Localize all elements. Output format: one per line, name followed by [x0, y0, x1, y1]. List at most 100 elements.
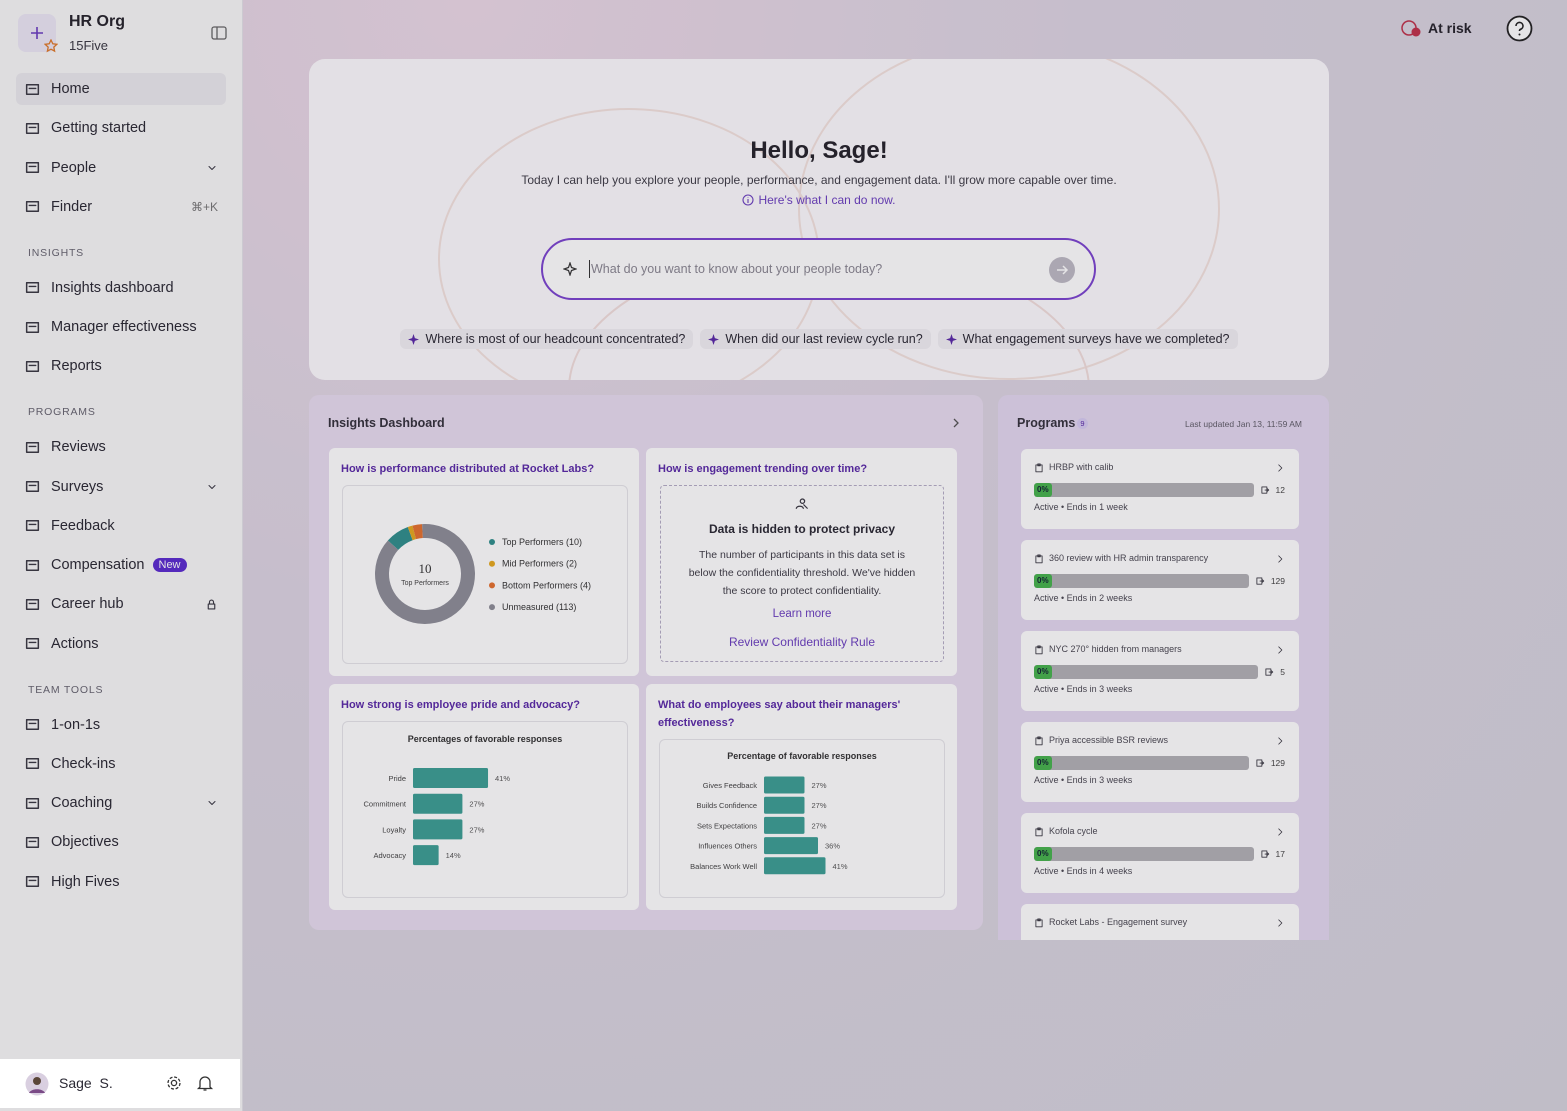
- nav-item[interactable]: Finder ⌘+K: [16, 191, 226, 223]
- open-dashboard[interactable]: [950, 417, 962, 429]
- progress-label: 0%: [1034, 665, 1052, 679]
- settings-button[interactable]: [165, 1074, 183, 1092]
- nav-item[interactable]: Manager effectiveness: [16, 311, 226, 343]
- nav-label: Manager effectiveness: [51, 319, 197, 336]
- nav-label: 1-on-1s: [51, 716, 101, 733]
- nav-item[interactable]: 1-on-1s: [16, 709, 226, 741]
- user-menu[interactable]: Sage S.: [0, 1059, 240, 1108]
- program-card[interactable]: HRBP with calib 0% 12 Active • Ends in 1 we…: [1021, 449, 1299, 529]
- participants-icon: [1265, 668, 1274, 676]
- nav-item[interactable]: Compensation New: [16, 549, 226, 581]
- value-label: 27%: [812, 821, 827, 830]
- last-updated: Last updated Jan 13, 11:59 AM: [1184, 419, 1302, 429]
- program-card[interactable]: Rocket Labs - Engagement survey: [1021, 904, 1299, 940]
- donut-segment: [412, 524, 423, 540]
- program-card[interactable]: Kofola cycle 0% 17 Active • Ends in 4 weeks: [1021, 813, 1299, 893]
- progress-label: 0%: [1034, 847, 1052, 861]
- program-name: Kofola cycle: [1049, 826, 1098, 836]
- icon-shape: [208, 484, 216, 489]
- icon-shape: [25, 360, 40, 372]
- icon-shape: [25, 481, 40, 493]
- nav-item[interactable]: Actions: [16, 628, 226, 660]
- progress-row: 0% 129: [1034, 756, 1285, 770]
- nav-item[interactable]: Reports: [16, 350, 226, 382]
- nav-item[interactable]: Reviews: [16, 431, 226, 463]
- icon-shape: [1278, 555, 1283, 563]
- nav-item[interactable]: Career hub: [16, 588, 226, 620]
- bar: [764, 857, 826, 875]
- category-label: Builds Confidence: [697, 801, 757, 810]
- send-button[interactable]: [1048, 256, 1076, 284]
- program-card[interactable]: NYC 270° hidden from managers 0% 5 Active •…: [1021, 631, 1299, 711]
- nav-item[interactable]: Getting started: [16, 112, 226, 144]
- notifications-button[interactable]: [196, 1074, 214, 1092]
- card-question[interactable]: How is performance distributed at Rocket…: [341, 463, 595, 475]
- nav-item[interactable]: People: [16, 152, 226, 184]
- bar: [764, 837, 818, 855]
- legend-label: Top Performers (10): [502, 537, 582, 547]
- help-button[interactable]: [1506, 15, 1533, 42]
- capabilities-link[interactable]: Here's what I can do now.: [309, 193, 1329, 207]
- nav-label: Reports: [51, 358, 102, 375]
- value-label: 27%: [469, 825, 484, 834]
- card-question[interactable]: How strong is employee pride and advocac…: [341, 699, 581, 711]
- icon-shape: [25, 836, 40, 848]
- progress-track: 0%: [1034, 483, 1254, 497]
- suggestion-text: What engagement surveys have we complete…: [962, 332, 1230, 346]
- icon: [25, 282, 40, 294]
- nav-item[interactable]: Insights dashboard: [16, 272, 226, 304]
- icon-shape: [25, 876, 40, 888]
- card-question[interactable]: What do employees say about their manage…: [658, 699, 901, 729]
- bar: [764, 776, 805, 794]
- cursor: [589, 260, 590, 278]
- program-card[interactable]: 360 review with HR admin transparency 0% 1…: [1021, 540, 1299, 620]
- nav-item[interactable]: Surveys: [16, 471, 226, 503]
- confidentiality-link[interactable]: Review Confidentiality Rule: [728, 635, 876, 649]
- risk-indicator[interactable]: At risk: [1400, 18, 1472, 38]
- icon-shape: [25, 598, 40, 610]
- nav-item[interactable]: Objectives: [16, 826, 226, 858]
- section-title: TEAM TOOLS: [28, 683, 104, 696]
- nav-badge: New: [152, 558, 187, 573]
- learn-more-link[interactable]: Learn more: [772, 608, 832, 620]
- icon: [25, 559, 40, 571]
- icon-shape: [1035, 463, 1043, 473]
- privacy-icon: [795, 498, 808, 509]
- nav-item[interactable]: High Fives: [16, 866, 226, 898]
- icon-shape: [1278, 646, 1283, 654]
- category-label: Commitment: [363, 800, 406, 809]
- progress-row: 0% 129: [1034, 574, 1285, 588]
- expand-icon: [208, 484, 216, 489]
- nav-label: Career hub: [51, 596, 124, 613]
- question-input[interactable]: What do you want to know about your peop…: [541, 238, 1096, 300]
- icon: [25, 481, 40, 493]
- icon: [25, 876, 40, 888]
- suggestion-chip[interactable]: When did our last review cycle run?: [700, 329, 931, 349]
- nav-label: Check-ins: [51, 755, 116, 772]
- card-question[interactable]: How is engagement trending over time?: [658, 463, 868, 475]
- program-card[interactable]: Priya accessible BSR reviews 0% 129 Active …: [1021, 722, 1299, 802]
- participants: 129: [1270, 758, 1285, 768]
- icon-shape: [1035, 736, 1043, 746]
- suggestion-chip[interactable]: Where is most of our headcount concentra…: [400, 329, 694, 349]
- nav-item[interactable]: Home: [16, 73, 226, 105]
- nav-item[interactable]: Feedback: [16, 510, 226, 542]
- nav-label: Coaching: [51, 795, 113, 812]
- icon-shape: [207, 599, 216, 610]
- value-label: 41%: [833, 862, 848, 871]
- nav-item[interactable]: Check-ins: [16, 748, 226, 780]
- program-icon: [1035, 463, 1043, 473]
- icon: [25, 83, 40, 95]
- org-name: HR Org: [69, 13, 125, 30]
- collapse-button[interactable]: [211, 25, 227, 41]
- icon-shape: [1278, 919, 1283, 927]
- program-status: Active • Ends in 4 weeks: [1034, 866, 1133, 876]
- category-label: Sets Expectations: [697, 821, 757, 830]
- org-subtitle: 15Five: [69, 38, 109, 53]
- icon: [25, 162, 40, 174]
- program-icon: [1035, 827, 1043, 837]
- greeting-subtitle: Today I can help you explore your people…: [521, 173, 1117, 187]
- nav-item[interactable]: Coaching: [16, 787, 226, 819]
- suggestion-chip[interactable]: What engagement surveys have we complete…: [937, 329, 1238, 349]
- org-button[interactable]: [18, 14, 58, 53]
